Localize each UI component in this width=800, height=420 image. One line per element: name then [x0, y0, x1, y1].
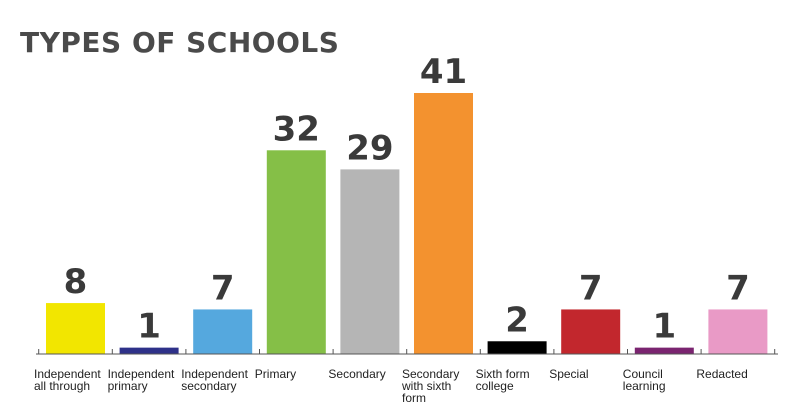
category-label: Independent [181, 367, 248, 381]
bar [193, 309, 253, 354]
category-label: secondary [181, 379, 236, 393]
category-label: Special [549, 367, 588, 381]
bar [46, 303, 105, 354]
category-label: Sixth form [476, 367, 530, 381]
value-label: 41 [420, 52, 467, 92]
category-label: with sixth [401, 379, 451, 393]
bar [119, 347, 179, 354]
value-label: 8 [64, 262, 88, 302]
category-label: Secondary [402, 367, 459, 381]
x-axis [36, 349, 778, 355]
category-label: Independent [34, 367, 101, 381]
bar [634, 347, 694, 354]
value-label: 29 [346, 128, 393, 168]
bar [414, 93, 473, 354]
value-label: 32 [273, 109, 320, 149]
category-label: form [402, 391, 426, 405]
value-label: 7 [211, 268, 235, 308]
category-label: learning [623, 379, 666, 393]
bars-group [46, 93, 768, 354]
value-label: 7 [726, 268, 750, 308]
value-label: 7 [579, 268, 603, 308]
category-label: Independent [108, 367, 175, 381]
category-label: primary [108, 379, 148, 393]
category-label: Redacted [696, 367, 747, 381]
chart-title: TYPES OF SCHOOLS [20, 26, 340, 59]
category-label: Secondary [328, 367, 385, 381]
bar [340, 169, 400, 354]
value-label: 2 [505, 300, 529, 340]
value-label: 1 [652, 307, 676, 347]
bar [487, 341, 547, 354]
category-label: all through [34, 379, 90, 393]
bar [266, 150, 326, 354]
category-label: Primary [255, 367, 296, 381]
bar [561, 309, 621, 354]
value-labels-group: 8 1 7 32 29 41 2 7 1 7 [64, 52, 750, 347]
category-label: Council [623, 367, 663, 381]
category-label: college [476, 379, 514, 393]
value-label: 1 [137, 307, 161, 347]
bar [708, 309, 768, 354]
